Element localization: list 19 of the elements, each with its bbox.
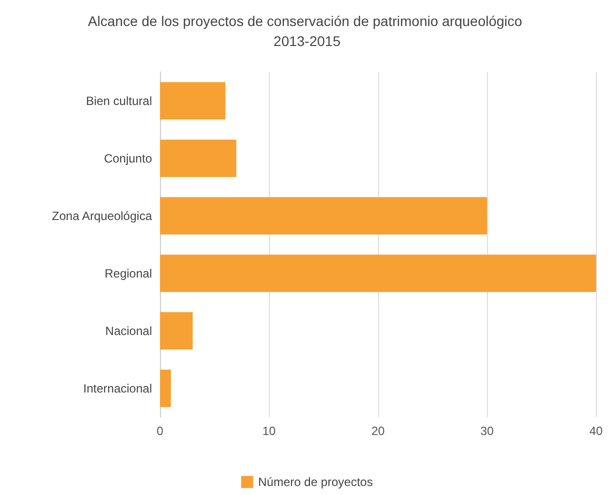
chart-title: Alcance de los proyectos de conservación de patrimonio arqueológico 2013-2015 bbox=[88, 13, 526, 49]
y-tick-label: Zona Arqueológica bbox=[52, 208, 152, 223]
y-tick-label: Nacional bbox=[105, 324, 152, 338]
x-tick-label: 40 bbox=[589, 424, 603, 438]
bar bbox=[160, 140, 236, 177]
bar bbox=[160, 312, 193, 350]
legend-label: Número de proyectos bbox=[258, 475, 373, 489]
bar bbox=[160, 254, 596, 292]
x-tick-label: 30 bbox=[480, 424, 494, 438]
y-tick-label: Conjunto bbox=[104, 151, 152, 166]
y-tick-label: Bien cultural bbox=[86, 94, 152, 108]
y-tick-label: Internacional bbox=[83, 381, 152, 396]
bar bbox=[160, 370, 171, 407]
x-tick-label: 0 bbox=[156, 424, 164, 438]
bar bbox=[160, 82, 226, 120]
y-tick-label: Regional bbox=[104, 266, 152, 280]
bar bbox=[160, 197, 487, 234]
x-tick-label: 10 bbox=[262, 424, 276, 438]
x-tick-label: 20 bbox=[371, 424, 385, 438]
